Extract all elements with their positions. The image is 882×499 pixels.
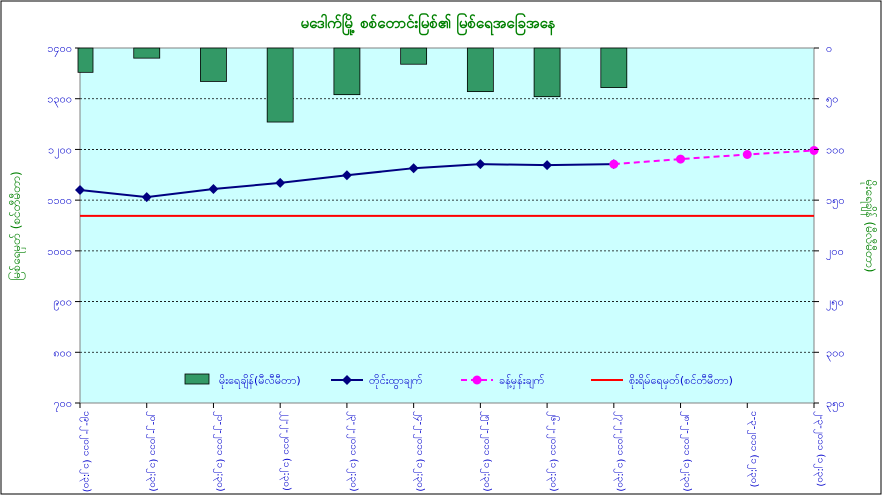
y-left-tick-label: ၁၀၀၀ xyxy=(47,245,72,258)
legend-marker-measured xyxy=(342,375,352,385)
rainfall-bars xyxy=(77,47,628,123)
rainfall-bar xyxy=(400,47,428,65)
measured-point xyxy=(542,160,553,171)
rainfall-bar xyxy=(600,47,628,88)
rainfall-bar xyxy=(77,47,94,73)
measured-point xyxy=(75,185,85,195)
forecast-point xyxy=(809,145,819,155)
x-tick-label: ၁၉-၂-၂၀၁၁ (၁၂:၃၀) xyxy=(79,411,92,492)
y-right-tick-label: ၁၅၀ xyxy=(826,194,845,209)
y-right-tick-label: ၃၅၀ xyxy=(826,397,845,412)
rainfall-bar xyxy=(333,47,361,96)
y-right-tick-label: ၀ xyxy=(826,42,832,55)
y-right-tick-label: ၁၀၀ xyxy=(826,143,845,156)
x-tick-label: ၂၁-၂-၂၀၁၁ (၁၂:၃၀) xyxy=(212,411,225,492)
measured-point xyxy=(208,183,219,194)
y-right-tick-label: ၂၅၀ xyxy=(826,296,844,311)
y-left-tick-label: ၁၁၀၀ xyxy=(47,194,72,207)
y-left-tick-label: ၈၀၀ xyxy=(53,346,72,359)
measured-point xyxy=(408,163,419,174)
y-right-tick-label: ၅၀ xyxy=(826,93,838,108)
rainfall-bar xyxy=(200,47,227,82)
x-tick-label: ၂၃-၂-၂၀၁၁ (၁၂:၃၀) xyxy=(346,411,359,492)
legend-label: ခန့်မှန်းချက် xyxy=(499,374,545,389)
y-left-tick-label: ၁၄၀၀ xyxy=(47,42,72,57)
axes: ၇၀၀ ၈၀၀ ၉၀၀ ၁၀၀၀ ၁၁၀၀ ၁၂၀၀ ၁၃၀၀ ၁၄၀၀ ၀၅၀၁၀၀၁၅၀၂၀… xyxy=(47,42,844,492)
y-left-tick-label: ၁၃၀၀ xyxy=(47,93,72,108)
rainfall-bar xyxy=(533,47,561,98)
x-tick-label: ၂၂-၂-၂၀၁၁ (၁၂:၃၀) xyxy=(279,411,292,491)
forecast-line xyxy=(613,149,815,166)
measured-point xyxy=(475,159,486,170)
x-tick-label: ၂၀-၂-၂၀၁၁ (၁၂:၃၀) xyxy=(146,411,159,492)
x-tick-label: ၂၈-၂-၂၀၁၁ (၁၂:၃၀) xyxy=(680,411,693,492)
measured-point xyxy=(341,170,352,181)
y-left-tick-label: ၉၀၀ xyxy=(53,296,72,311)
legend-label: မိုးရေချိန်(မီလီမီတာ) xyxy=(219,374,301,389)
legend: မိုးရေချိန်(မီလီမီတာ) တိုင်းထွာချက် ခန့်မှ… xyxy=(184,373,733,389)
legend-label: တိုင်းထွာချက် xyxy=(369,374,423,389)
measured-point xyxy=(141,192,152,203)
x-tick-label: ၂၇-၂-၂၀၁၁ (၁၂:၃၀) xyxy=(613,411,626,492)
y-axis-right-label: မိုးရေချိန် (မီလီမီတာ) xyxy=(860,180,878,273)
rainfall-bar xyxy=(266,47,294,123)
water-level-lines xyxy=(75,145,819,217)
plot-area xyxy=(79,47,815,404)
legend-label: စိုးရိမ်ရေမှတ်(စင်တီမီတာ) xyxy=(629,374,733,389)
x-tick-label: ၂၅-၂-၂၀၁၁ (၁၂:၃၀) xyxy=(479,411,492,492)
forecast-point xyxy=(609,159,619,169)
x-tick-label: ၂-၃-၂၀၁၁ (၁၂:၃၀) xyxy=(813,411,826,487)
y-left-tick-label: ၇၀၀ xyxy=(53,397,72,412)
y-right-tick-label: ၂၀၀ xyxy=(826,245,844,260)
forecast-point xyxy=(742,150,752,159)
y-left-tick-label: ၁၂၀၀ xyxy=(48,143,72,158)
x-tick-label: ၂၄-၂-၂၀၁၁ (၁၂:၃၀) xyxy=(413,411,426,492)
rainfall-bar xyxy=(133,47,161,59)
x-tick-label: ၁-၃-၂၀၁၁ (၁၂:၃၀) xyxy=(746,411,759,487)
y-right-tick-label: ၃၀၀ xyxy=(826,346,845,361)
measured-point xyxy=(275,177,286,188)
legend-swatch-rainfall xyxy=(184,373,210,385)
y-axis-left-label: မြစ်ရေမှတ် (စင်တီမီတာ) xyxy=(7,171,26,280)
x-tick-label: ၂၆-၂-၂၀၁၁ (၁၂:၃၀) xyxy=(546,411,561,492)
legend-marker-forecast xyxy=(472,375,482,385)
rainfall-bar xyxy=(466,47,494,93)
forecast-point xyxy=(676,154,686,164)
